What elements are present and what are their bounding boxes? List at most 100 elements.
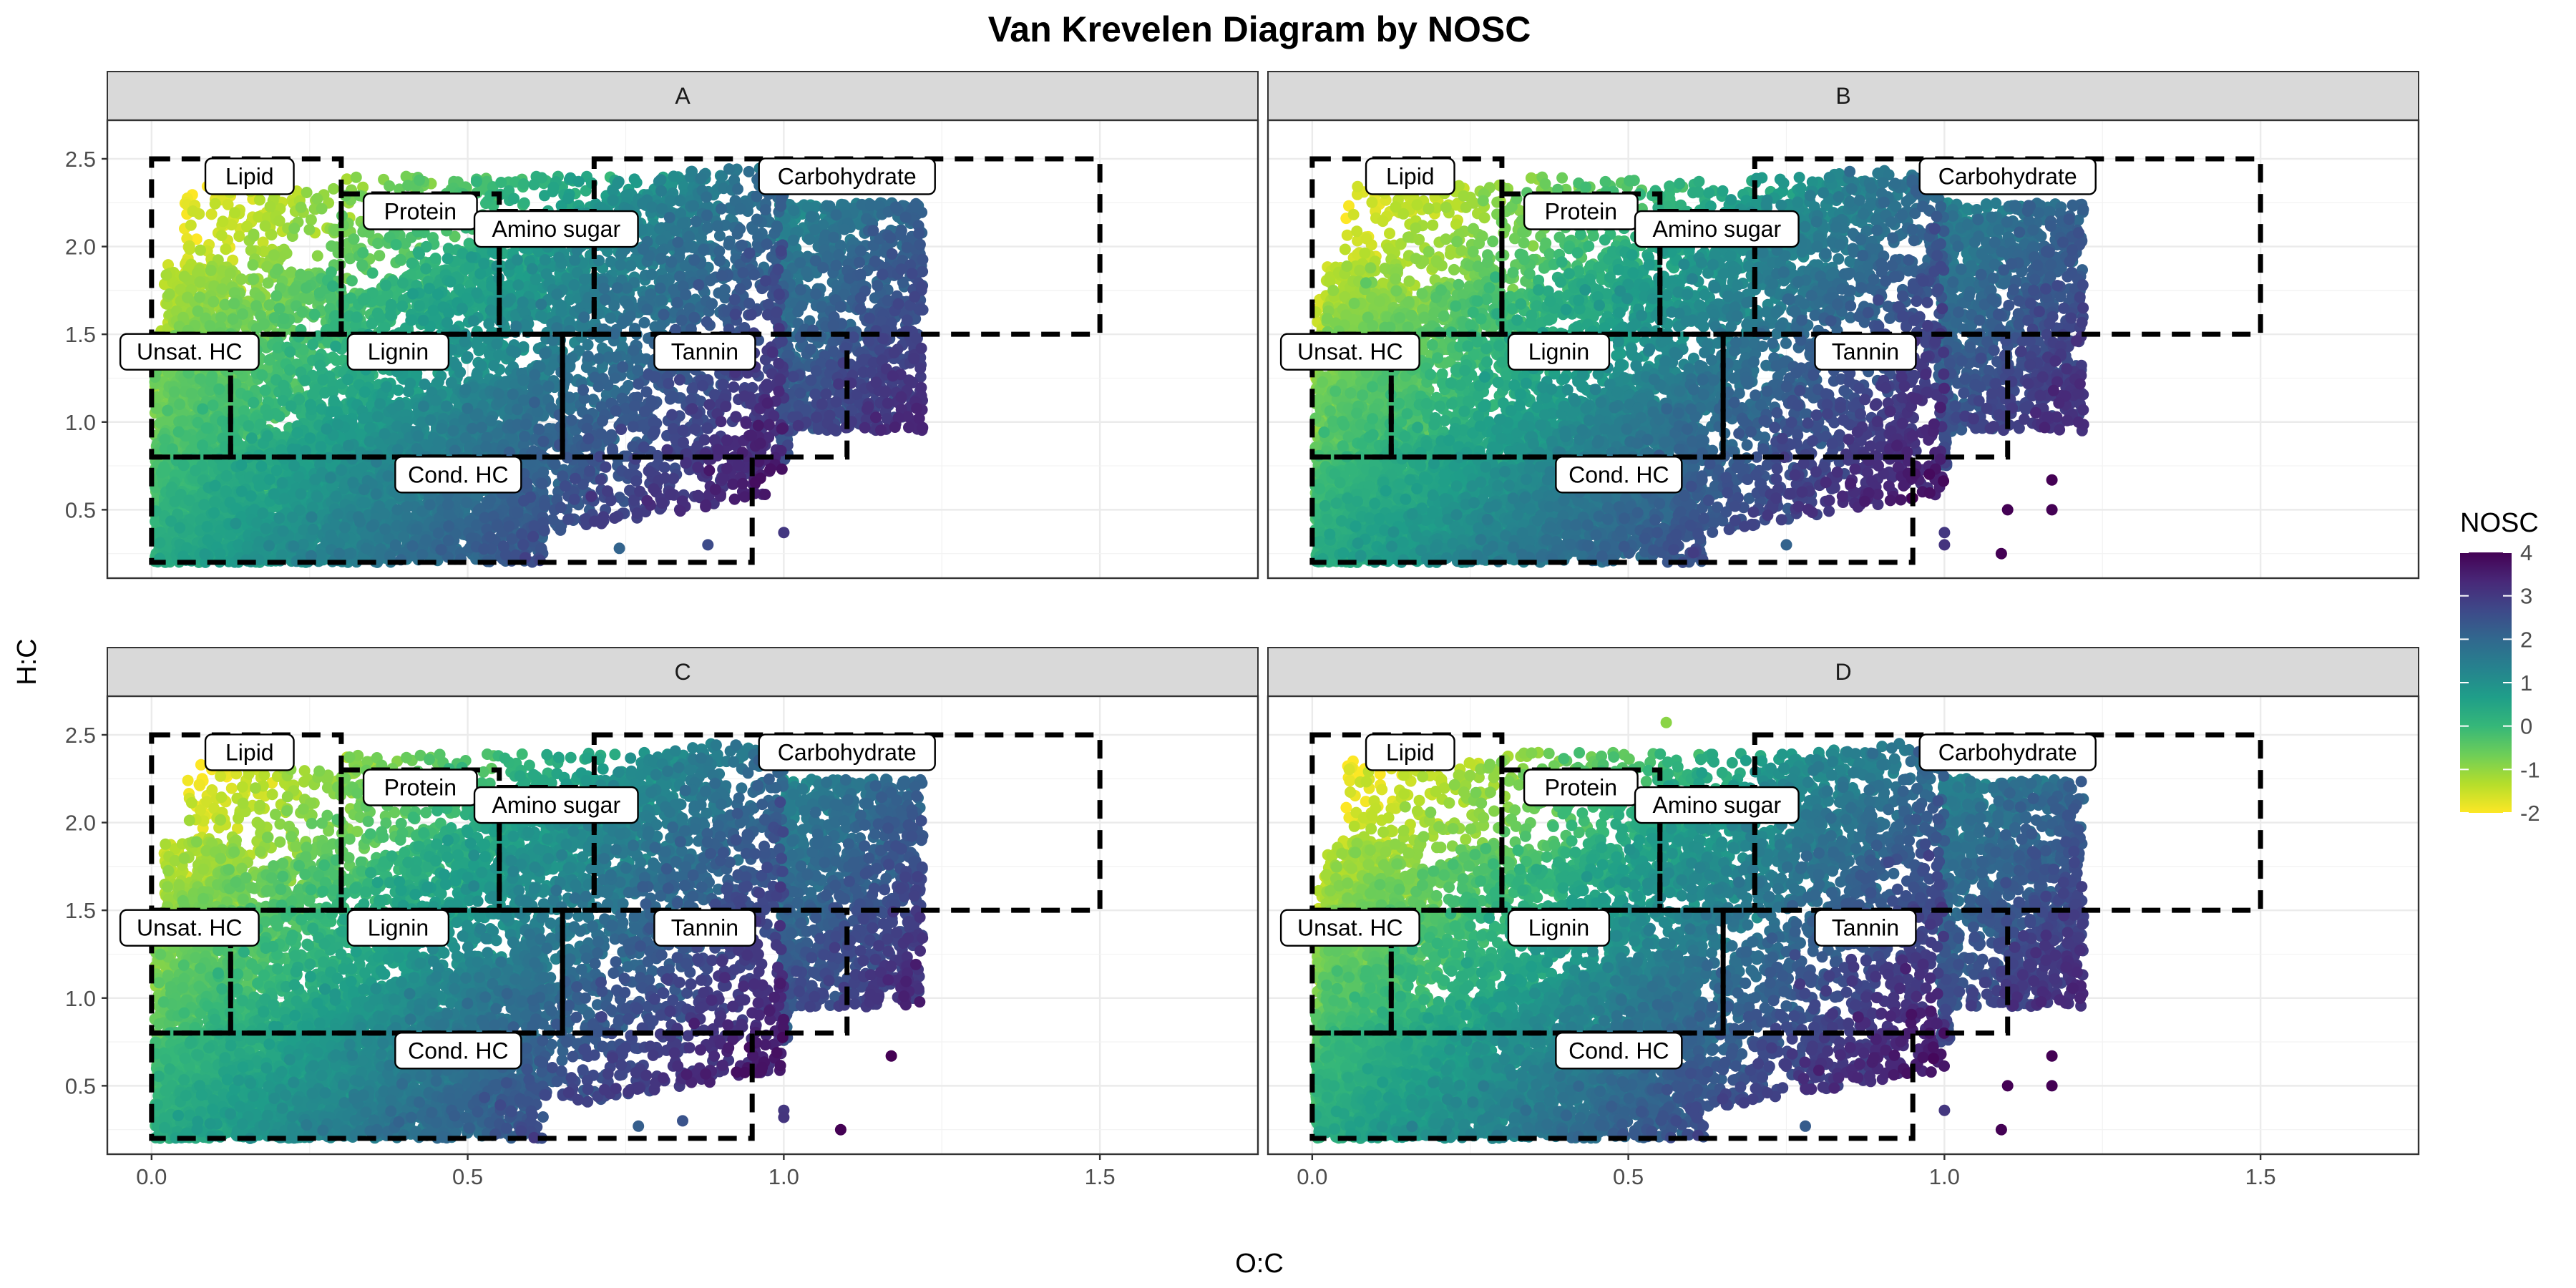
data-point — [478, 258, 490, 270]
data-point — [432, 288, 444, 301]
data-point — [298, 292, 311, 303]
data-point — [296, 306, 308, 318]
data-point — [273, 215, 286, 227]
data-point — [348, 233, 360, 245]
data-point — [215, 311, 228, 323]
data-point — [305, 214, 317, 226]
data-point — [511, 254, 523, 266]
data-point — [190, 464, 201, 477]
data-point — [213, 383, 225, 395]
data-point — [215, 230, 228, 241]
data-point — [304, 399, 316, 411]
data-point — [495, 177, 507, 188]
data-point — [199, 548, 211, 560]
data-point — [350, 171, 362, 183]
data-point — [268, 249, 280, 261]
data-point — [291, 426, 303, 439]
data-point — [433, 376, 444, 388]
data-point — [214, 547, 226, 560]
data-point — [384, 180, 396, 192]
data-point — [442, 243, 454, 255]
data-point — [261, 260, 273, 273]
data-point — [257, 507, 269, 519]
data-point — [331, 354, 343, 366]
data-point — [253, 194, 265, 206]
data-point — [160, 269, 172, 281]
data-point — [200, 422, 213, 434]
data-point — [229, 207, 241, 219]
data-point — [413, 300, 425, 312]
data-point — [390, 238, 402, 250]
data-point — [190, 233, 203, 245]
data-point — [414, 248, 425, 260]
data-point — [205, 208, 218, 220]
data-point — [275, 549, 288, 561]
data-point — [341, 173, 353, 185]
data-point — [255, 419, 266, 430]
data-point — [332, 419, 344, 430]
data-point — [168, 386, 180, 398]
data-point — [228, 298, 240, 310]
data-point — [299, 374, 311, 386]
data-point — [260, 522, 272, 535]
data-point — [173, 321, 185, 333]
data-point — [174, 399, 186, 410]
data-point — [177, 415, 189, 427]
data-point — [311, 192, 323, 205]
data-point — [358, 293, 371, 305]
data-point — [392, 384, 404, 396]
data-point — [245, 244, 257, 256]
data-point — [207, 399, 219, 411]
data-point — [366, 267, 379, 279]
data-point — [295, 201, 307, 213]
data-point — [306, 389, 318, 400]
data-point — [209, 197, 221, 210]
data-point — [268, 488, 280, 500]
data-point — [471, 287, 483, 299]
data-point — [235, 459, 248, 471]
data-point — [205, 264, 217, 276]
data-point — [243, 420, 255, 432]
data-point — [258, 318, 270, 330]
data-point — [272, 263, 284, 275]
data-point — [255, 460, 268, 472]
data-point — [245, 432, 258, 444]
data-point — [197, 403, 209, 415]
data-point — [471, 338, 483, 351]
data-point — [628, 173, 640, 185]
data-point — [328, 395, 340, 407]
data-point — [248, 273, 260, 286]
data-point — [273, 512, 286, 524]
data-point — [198, 499, 210, 511]
data-point — [420, 263, 432, 275]
data-point — [241, 220, 253, 233]
data-point — [406, 314, 418, 326]
data-point — [257, 236, 269, 248]
data-point — [371, 411, 384, 423]
data-point — [372, 238, 384, 250]
data-point — [224, 268, 236, 279]
data-point — [301, 187, 313, 198]
data-point — [247, 259, 259, 271]
data-point — [248, 228, 260, 240]
data-point — [264, 200, 276, 213]
data-point — [204, 320, 216, 332]
data-point — [276, 477, 288, 489]
data-point — [201, 520, 213, 532]
data-point — [248, 396, 260, 409]
data-point — [330, 340, 341, 352]
data-point — [572, 175, 585, 187]
data-point — [208, 496, 220, 508]
data-point — [309, 474, 321, 485]
data-point — [172, 426, 185, 438]
data-point — [517, 178, 530, 190]
data-point — [508, 192, 520, 205]
data-point — [470, 175, 482, 187]
data-point — [284, 346, 296, 358]
data-point — [194, 276, 206, 288]
data-point — [261, 430, 273, 442]
data-point — [178, 270, 190, 283]
data-point — [358, 386, 371, 398]
data-point — [317, 374, 329, 386]
